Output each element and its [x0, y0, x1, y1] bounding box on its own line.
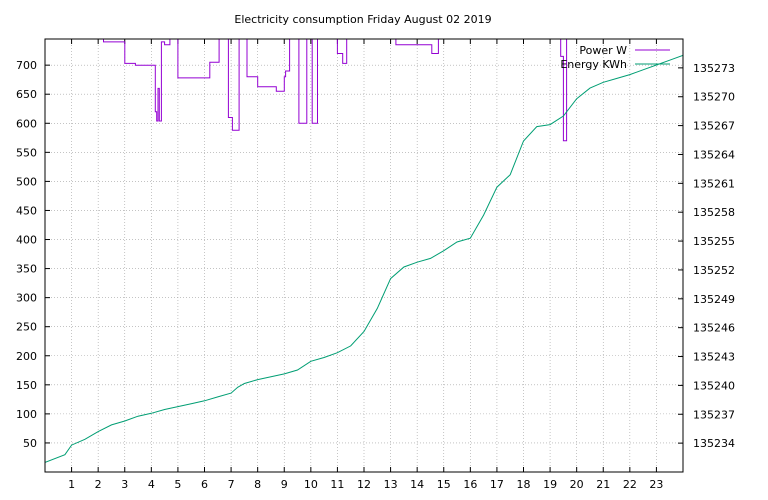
y2-tick-label: 135264	[693, 148, 735, 161]
x-tick-label: 20	[570, 478, 584, 491]
legend-label: Power W	[579, 44, 627, 57]
x-tick-label: 7	[228, 478, 235, 491]
x-tick-label: 13	[384, 478, 398, 491]
y-tick-label: 300	[16, 292, 37, 305]
y2-tick-label: 135243	[693, 351, 735, 364]
x-tick-label: 23	[649, 478, 663, 491]
y2-tick-label: 135255	[693, 235, 735, 248]
y2-tick-label: 135267	[693, 120, 735, 133]
x-tick-label: 22	[623, 478, 637, 491]
y2-tick-label: 135273	[693, 62, 735, 75]
y-tick-label: 100	[16, 408, 37, 421]
x-tick-label: 11	[330, 478, 344, 491]
chart-title: Electricity consumption Friday August 02…	[234, 13, 491, 26]
series-line-energy	[45, 54, 683, 463]
y-tick-label: 150	[16, 379, 37, 392]
y-tick-label: 700	[16, 59, 37, 72]
y-tick-label: 450	[16, 204, 37, 217]
y2-tick-label: 135240	[693, 379, 735, 392]
y-tick-label: 600	[16, 117, 37, 130]
x-tick-label: 5	[174, 478, 181, 491]
y-tick-label: 500	[16, 175, 37, 188]
y2-tick-label: 135258	[693, 206, 735, 219]
x-tick-label: 16	[463, 478, 477, 491]
x-tick-label: 2	[95, 478, 102, 491]
y-tick-label: 200	[16, 350, 37, 363]
y2-tick-label: 135249	[693, 293, 735, 306]
y-tick-label: 350	[16, 263, 37, 276]
y-tick-label: 250	[16, 321, 37, 334]
y2-tick-label: 135252	[693, 264, 735, 277]
x-tick-label: 18	[517, 478, 531, 491]
y2-tick-label: 135270	[693, 91, 735, 104]
x-tick-label: 17	[490, 478, 504, 491]
series-layer	[45, 39, 683, 463]
legend-label: Energy KWh	[560, 58, 627, 71]
x-tick-label: 12	[357, 478, 371, 491]
grid-layer	[45, 39, 683, 472]
y2-tick-label: 135261	[693, 177, 735, 190]
y2-tick-label: 135237	[693, 408, 735, 421]
x-tick-label: 6	[201, 478, 208, 491]
y-tick-label: 400	[16, 234, 37, 247]
x-tick-label: 3	[121, 478, 128, 491]
x-tick-label: 21	[596, 478, 610, 491]
x-tick-label: 1	[68, 478, 75, 491]
y-tick-label: 50	[23, 437, 37, 450]
y-tick-label: 550	[16, 146, 37, 159]
x-tick-label: 9	[281, 478, 288, 491]
x-tick-label: 19	[543, 478, 557, 491]
x-tick-label: 8	[254, 478, 261, 491]
x-tick-label: 14	[410, 478, 424, 491]
x-tick-label: 10	[304, 478, 318, 491]
y2-tick-label: 135246	[693, 322, 735, 335]
x-tick-label: 4	[148, 478, 155, 491]
series-line-power	[45, 39, 683, 142]
axis-layer: 1 2 3 4 5 6 7 8 9 10 11 12 13 14 15 16 17 18 19 20 21 22 23501…	[16, 39, 735, 491]
x-tick-label: 15	[437, 478, 451, 491]
y2-tick-label: 135234	[693, 437, 735, 450]
y-tick-label: 650	[16, 88, 37, 101]
plot-frame	[44, 38, 684, 473]
